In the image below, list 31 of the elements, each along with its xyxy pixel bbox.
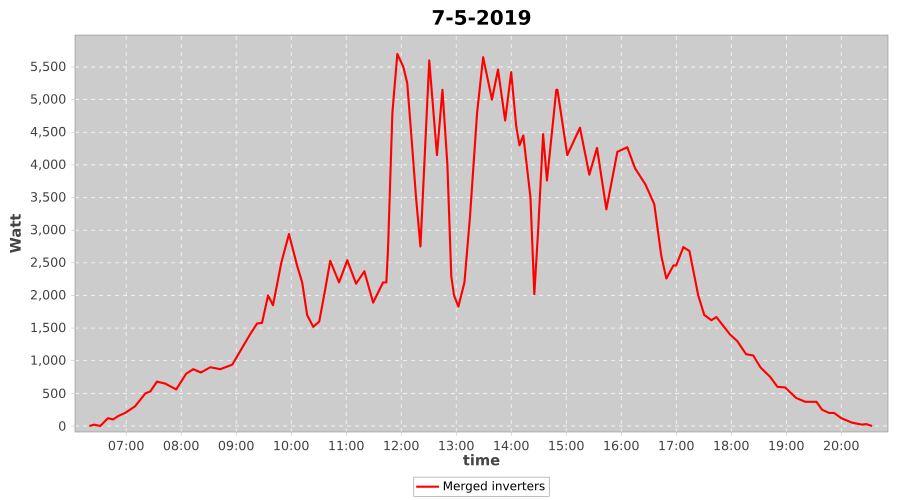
y-tick-label: 5,500 [31, 62, 66, 72]
x-axis-title: time [463, 454, 500, 466]
x-tick-label: 16:00 [604, 440, 639, 450]
y-tick-label: 2,500 [30, 257, 66, 268]
x-tick-label: 19:00 [769, 440, 804, 450]
x-tick-label: 07:00 [108, 440, 144, 450]
x-tick-label: 17:00 [659, 440, 694, 450]
y-tick-label: 4,000 [30, 159, 66, 170]
x-tick-label: 15:00 [549, 440, 584, 450]
chart-title: 7-5-2019 [432, 10, 530, 25]
line-series [88, 52, 874, 428]
y-axis-title: Watt [10, 214, 21, 253]
x-tick-label: 08:00 [164, 440, 199, 450]
y-tick-label: 500 [43, 388, 66, 398]
x-tick-label: 14:00 [494, 440, 529, 450]
x-tick-label: 18:00 [714, 440, 749, 450]
x-tick-label: 20:00 [824, 440, 859, 450]
y-tick-label: 2,000 [30, 290, 66, 301]
y-tick-label: 3,000 [30, 224, 66, 236]
y-tick-label: 1,000 [31, 355, 66, 366]
y-tick-label: 3,500 [30, 192, 66, 203]
legend-label: Merged inverters [444, 481, 545, 493]
y-tick-label: 0 [59, 421, 66, 431]
x-tick-label: 09:00 [218, 440, 254, 450]
y-tick-label: 4,500 [30, 126, 66, 138]
x-tick-label: 13:00 [439, 440, 474, 450]
x-tick-label: 11:00 [329, 440, 364, 450]
y-tick-label: 5,000 [31, 94, 66, 106]
x-tick-label: 10:00 [274, 440, 309, 450]
x-tick-label: 12:00 [384, 440, 419, 450]
y-tick-label: 1,500 [31, 322, 66, 334]
